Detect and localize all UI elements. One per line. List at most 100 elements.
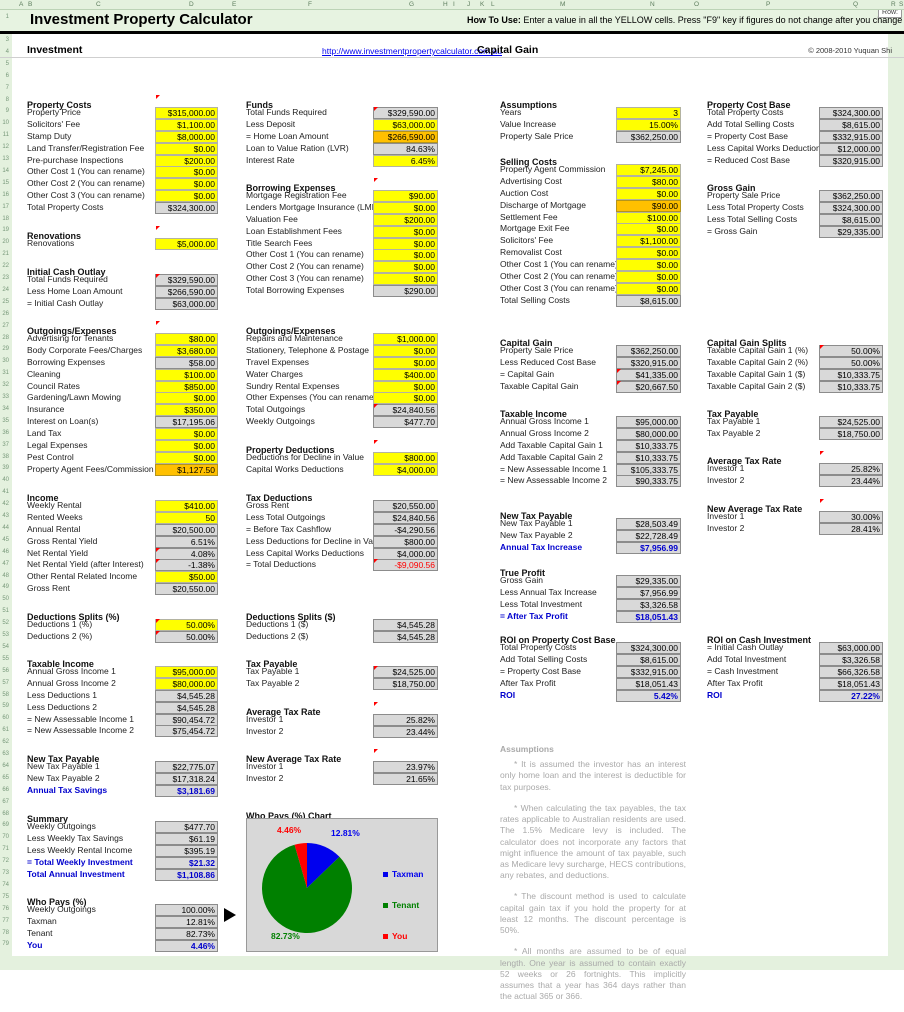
row-number-54[interactable]: 54	[2, 643, 9, 650]
cell-value[interactable]: $0.00	[616, 223, 681, 235]
row-number-27[interactable]: 27	[2, 322, 9, 329]
cell-value[interactable]: $266,590.00	[373, 131, 438, 143]
cell-value[interactable]: $90.00	[616, 200, 681, 212]
cell-value[interactable]: $50.00	[155, 571, 218, 583]
row-number-77[interactable]: 77	[2, 917, 9, 924]
row-number-18[interactable]: 18	[2, 215, 9, 222]
row-number-38[interactable]: 38	[2, 453, 9, 460]
cell-value[interactable]: $90.00	[373, 190, 438, 202]
row-number-78[interactable]: 78	[2, 929, 9, 936]
column-header-H[interactable]: H	[443, 1, 448, 8]
cell-value[interactable]: 15.00%	[616, 119, 681, 131]
cell-value[interactable]: $800.00	[373, 452, 438, 464]
cell-value[interactable]: $0.00	[616, 188, 681, 200]
cell-value[interactable]: $0.00	[373, 273, 438, 285]
row-number-42[interactable]: 42	[2, 501, 9, 508]
column-header-J[interactable]: J	[467, 1, 471, 8]
row-number-7[interactable]: 7	[5, 84, 9, 91]
cell-value[interactable]: $0.00	[373, 392, 438, 404]
row-number-58[interactable]: 58	[2, 691, 9, 698]
row-number-13[interactable]: 13	[2, 156, 9, 162]
column-header-K[interactable]: K	[480, 1, 485, 8]
row-number-25[interactable]: 25	[2, 298, 9, 305]
cell-value[interactable]: $0.00	[155, 428, 218, 440]
row-number-1[interactable]: 1	[5, 14, 9, 20]
column-header-C[interactable]: C	[96, 1, 101, 8]
row-number-69[interactable]: 69	[2, 822, 9, 829]
column-header-N[interactable]: N	[650, 1, 655, 8]
cell-value[interactable]: $0.00	[373, 357, 438, 369]
cell-value[interactable]: $0.00	[155, 392, 218, 404]
row-number-28[interactable]: 28	[2, 334, 9, 341]
column-header-L[interactable]: L	[491, 1, 495, 8]
row-number-66[interactable]: 66	[2, 786, 9, 793]
column-header-R[interactable]: R	[891, 1, 896, 8]
row-number-32[interactable]: 32	[2, 382, 9, 389]
row-number-24[interactable]: 24	[2, 286, 9, 293]
row-number-57[interactable]: 57	[2, 679, 9, 686]
column-header-Q[interactable]: Q	[853, 1, 859, 8]
column-header-E[interactable]: E	[232, 1, 237, 8]
row-number-52[interactable]: 52	[2, 620, 9, 627]
cell-value[interactable]: $80.00	[616, 176, 681, 188]
cell-value[interactable]: $80.00	[155, 333, 218, 345]
row-number-15[interactable]: 15	[2, 179, 9, 186]
row-number-23[interactable]: 23	[2, 275, 9, 281]
row-number-36[interactable]: 36	[2, 429, 9, 436]
row-number-8[interactable]: 8	[5, 96, 9, 103]
row-number-11[interactable]: 11	[2, 132, 9, 139]
row-number-3[interactable]: 3	[5, 37, 9, 43]
cell-value[interactable]: $1,127.50	[155, 464, 218, 476]
cell-value[interactable]: $0.00	[373, 261, 438, 273]
row-number-43[interactable]: 43	[2, 513, 9, 519]
row-number-61[interactable]: 61	[2, 727, 9, 734]
row-number-22[interactable]: 22	[2, 263, 9, 270]
row-number-17[interactable]: 17	[2, 203, 9, 210]
column-header-F[interactable]: F	[308, 1, 312, 8]
row-number-50[interactable]: 50	[2, 596, 9, 603]
cell-value[interactable]: $0.00	[373, 345, 438, 357]
row-number-76[interactable]: 76	[2, 905, 9, 912]
row-number-53[interactable]: 53	[2, 632, 9, 638]
cell-value[interactable]: $400.00	[373, 369, 438, 381]
cell-value[interactable]: $5,000.00	[155, 238, 218, 250]
website-link[interactable]: http://www.investmentpropertycalculator.…	[322, 46, 502, 56]
cell-value[interactable]: $0.00	[616, 247, 681, 259]
column-header-S[interactable]: S	[899, 1, 904, 8]
column-header-B[interactable]: B	[28, 1, 33, 8]
cell-value[interactable]: 3	[616, 107, 681, 119]
cell-value[interactable]: 50	[155, 512, 218, 524]
row-number-70[interactable]: 70	[2, 834, 9, 841]
row-number-37[interactable]: 37	[2, 441, 9, 448]
cell-value[interactable]: 50.00%	[155, 619, 218, 631]
row-number-71[interactable]: 71	[2, 846, 9, 853]
cell-value[interactable]: $350.00	[155, 404, 218, 416]
row-number-48[interactable]: 48	[2, 572, 9, 579]
row-number-79[interactable]: 79	[2, 941, 9, 948]
row-number-19[interactable]: 19	[2, 227, 9, 234]
row-number-29[interactable]: 29	[2, 346, 9, 353]
row-number-46[interactable]: 46	[2, 548, 9, 555]
column-header-D[interactable]: D	[189, 1, 194, 8]
row-number-62[interactable]: 62	[2, 739, 9, 746]
cell-value[interactable]: $0.00	[155, 166, 218, 178]
row-number-47[interactable]: 47	[2, 560, 9, 567]
cell-value[interactable]: $0.00	[373, 226, 438, 238]
row-number-63[interactable]: 63	[2, 751, 9, 757]
cell-value[interactable]: $0.00	[155, 440, 218, 452]
row-number-12[interactable]: 12	[2, 144, 9, 151]
row-number-56[interactable]: 56	[2, 667, 9, 674]
row-number-4[interactable]: 4	[5, 48, 9, 55]
row-number-30[interactable]: 30	[2, 358, 9, 365]
cell-value[interactable]: $8,000.00	[155, 131, 218, 143]
row-number-67[interactable]: 67	[2, 798, 9, 805]
cell-value[interactable]: $0.00	[155, 452, 218, 464]
cell-value[interactable]: $0.00	[373, 202, 438, 214]
cell-value[interactable]: $0.00	[155, 190, 218, 202]
row-number-68[interactable]: 68	[2, 810, 9, 817]
row-number-33[interactable]: 33	[2, 394, 9, 400]
cell-value[interactable]: $0.00	[155, 178, 218, 190]
row-number-6[interactable]: 6	[5, 72, 9, 79]
cell-value[interactable]: $80,000.00	[155, 678, 218, 690]
row-number-14[interactable]: 14	[2, 167, 9, 174]
